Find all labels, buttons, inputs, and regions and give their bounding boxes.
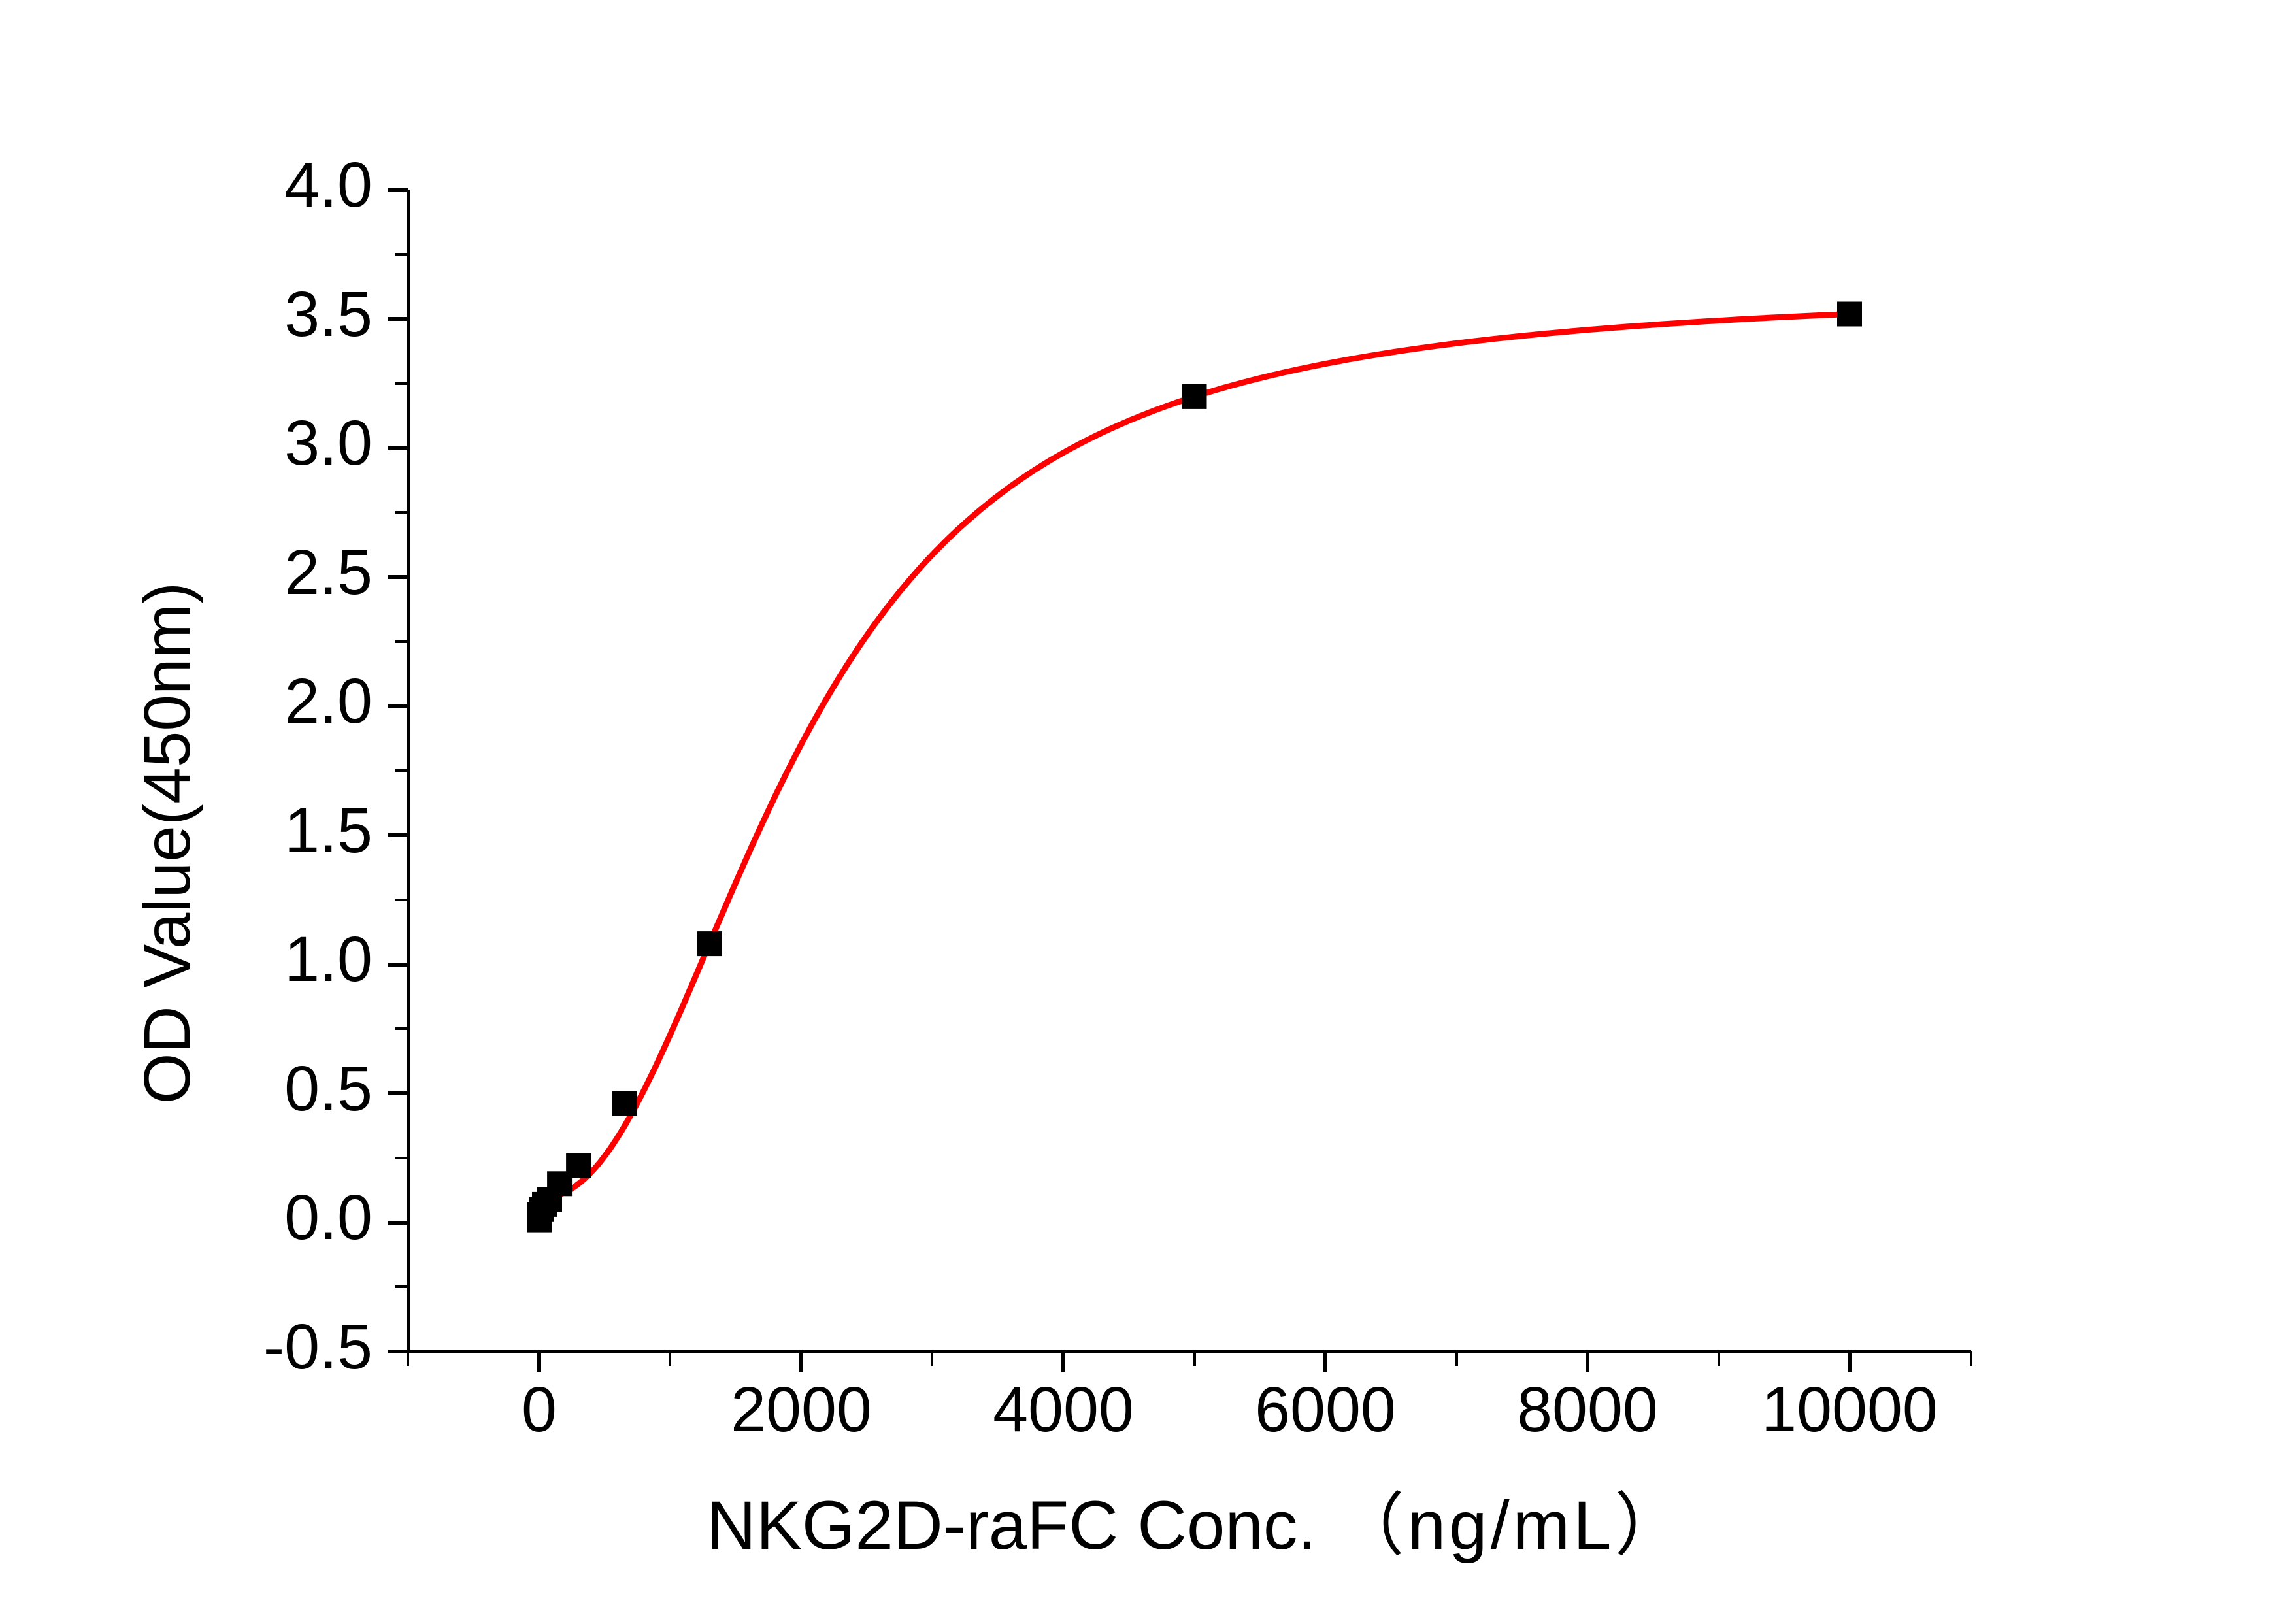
svg-text:0.5: 0.5 <box>284 1053 373 1124</box>
svg-text:NKG2D-raFC Conc. （ng/mL）: NKG2D-raFC Conc. （ng/mL） <box>706 1487 1687 1564</box>
svg-text:-0.5: -0.5 <box>263 1311 373 1382</box>
svg-text:1.0: 1.0 <box>284 923 373 995</box>
svg-text:2.0: 2.0 <box>284 665 373 737</box>
svg-text:4000: 4000 <box>993 1374 1134 1445</box>
svg-text:4.0: 4.0 <box>284 149 373 220</box>
svg-text:2000: 2000 <box>731 1374 872 1445</box>
svg-text:8000: 8000 <box>1517 1374 1658 1445</box>
svg-text:1.5: 1.5 <box>284 795 373 866</box>
svg-text:OD Value(450nm): OD Value(450nm) <box>131 582 204 1104</box>
svg-text:2.5: 2.5 <box>284 537 373 608</box>
svg-text:3.5: 3.5 <box>284 278 373 350</box>
svg-text:0.0: 0.0 <box>284 1182 373 1253</box>
svg-text:6000: 6000 <box>1255 1374 1396 1445</box>
svg-text:3.0: 3.0 <box>284 407 373 478</box>
svg-text:0: 0 <box>522 1374 557 1445</box>
svg-text:10000: 10000 <box>1761 1374 1938 1445</box>
